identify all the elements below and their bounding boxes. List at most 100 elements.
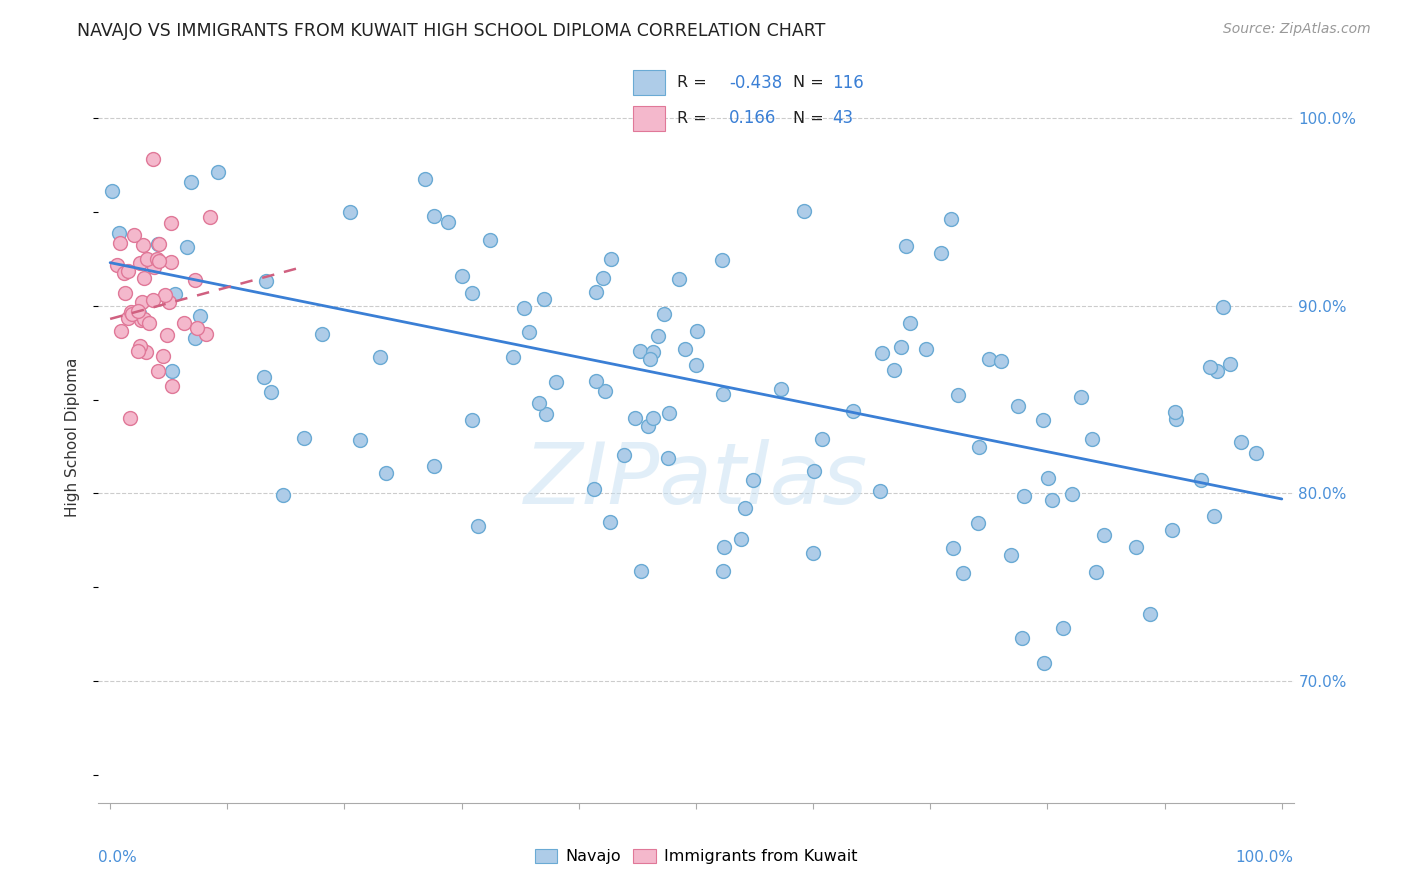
Point [969,441,991,455]
Point [641,345,664,359]
Point [1036,471,1059,485]
Point [436,215,458,229]
Point [1052,621,1074,635]
Point [685,358,707,372]
Point [883,363,905,377]
Point [673,343,696,357]
Point [159,294,181,309]
Point [349,434,371,448]
Point [461,286,484,301]
Point [1125,540,1147,554]
Point [135,344,157,359]
Point [512,301,534,315]
Text: -0.438: -0.438 [728,74,782,92]
Point [894,239,917,253]
Point [898,316,921,330]
Point [713,387,735,401]
Point [502,351,524,365]
Point [127,343,149,358]
Point [582,482,605,496]
Point [1085,565,1108,579]
Text: 0.166: 0.166 [728,109,776,128]
Point [132,238,155,252]
Point [155,287,177,301]
Point [585,374,607,388]
Point [637,418,659,433]
Point [990,354,1012,368]
Point [741,473,763,487]
Point [186,320,208,334]
Point [527,396,550,410]
Point [536,407,558,421]
Point [803,465,825,479]
Point [117,263,139,277]
Point [1000,549,1022,563]
Point [146,237,169,252]
Point [638,352,661,367]
Point [479,233,502,247]
Point [129,256,152,270]
Point [713,540,735,554]
Point [647,328,669,343]
Point [585,285,607,299]
Point [374,466,396,480]
Point [194,327,217,342]
Text: 43: 43 [832,109,853,128]
FancyBboxPatch shape [633,105,665,130]
Point [1092,528,1115,542]
Point [184,273,207,287]
Point [1007,399,1029,413]
Point [658,406,681,420]
Point [451,268,474,283]
Point [870,345,893,359]
Point [132,311,155,326]
Point [1032,656,1054,670]
Point [159,216,181,230]
Point [1032,413,1054,427]
Point [142,152,165,166]
Point [124,227,146,242]
Point [533,292,555,306]
Point [131,295,153,310]
Point [624,411,647,425]
Point [129,343,152,357]
Point [1244,446,1267,460]
Point [142,293,165,307]
Point [979,352,1001,367]
Point [770,382,793,396]
Point [198,210,221,224]
Text: R =: R = [678,111,707,126]
Point [593,384,616,399]
Point [413,172,436,186]
Point [145,252,167,267]
Point [657,451,679,466]
Point [183,331,205,345]
Point [127,304,149,318]
Point [423,210,446,224]
Point [1040,492,1063,507]
Point [422,458,444,473]
Point [793,203,815,218]
Point [613,449,636,463]
Text: NAVAJO VS IMMIGRANTS FROM KUWAIT HIGH SCHOOL DIPLOMA CORRELATION CHART: NAVAJO VS IMMIGRANTS FROM KUWAIT HIGH SC… [77,22,825,40]
Point [811,432,834,446]
Point [869,484,891,499]
Text: ZIPatlas: ZIPatlas [524,440,868,523]
Point [1081,432,1104,446]
Point [1202,509,1225,524]
Point [138,316,160,330]
Text: 0.0%: 0.0% [98,850,138,865]
Point [1164,405,1187,419]
Point [929,246,952,260]
Point [461,413,484,427]
Point [1139,607,1161,621]
Point [180,175,202,189]
Y-axis label: High School Diploma: High School Diploma [65,358,80,516]
Point [152,349,174,363]
Point [117,311,139,326]
Point [148,253,170,268]
Point [105,258,128,272]
Point [120,304,142,318]
Point [1199,360,1222,375]
FancyBboxPatch shape [633,70,665,95]
